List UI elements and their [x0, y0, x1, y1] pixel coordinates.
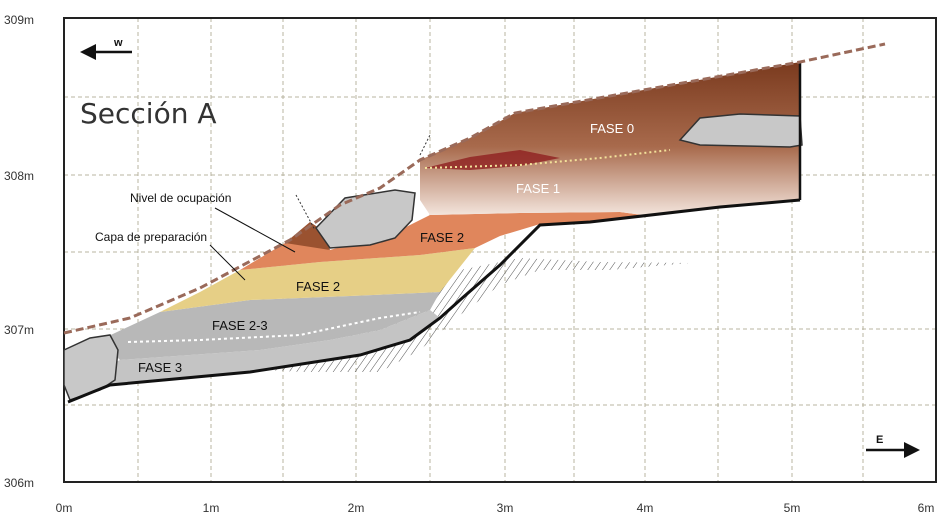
annotation-nivel-ocupacion: Nivel de ocupación — [130, 191, 231, 205]
dotted-interface-fase0 — [424, 149, 671, 169]
west-arrow: w — [80, 37, 132, 60]
label-fase2-lower: FASE 2 — [296, 279, 340, 294]
leader-nivel-ocupacion — [214, 207, 296, 253]
layer-fase2-upper — [240, 212, 650, 270]
annotation-capa-preparacion: Capa de preparación — [95, 230, 207, 244]
east-arrow: E — [866, 434, 920, 458]
label-fase23: FASE 2-3 — [212, 318, 268, 333]
leader-capa-preparacion — [209, 244, 246, 281]
grid — [64, 18, 936, 482]
section-cut-line-left — [295, 194, 316, 231]
y-tick-label: 308m — [4, 169, 34, 183]
layer-fase0-fase1 — [420, 62, 800, 216]
section-cut-line — [419, 134, 431, 156]
label-fase3: FASE 3 — [138, 360, 182, 375]
section-title: Sección A — [80, 97, 217, 130]
y-tick-label: 306m — [4, 476, 34, 490]
rock-left — [63, 334, 119, 401]
dotted-interface-fase23 — [127, 311, 421, 343]
east-label: E — [876, 434, 883, 446]
label-fase0: FASE 0 — [590, 121, 634, 136]
layer-fase3 — [70, 310, 440, 400]
x-tick-label: 4m — [637, 501, 654, 515]
layer-fase2-lower — [160, 248, 475, 312]
x-tick-label: 2m — [348, 501, 365, 515]
x-tick-label: 3m — [497, 501, 514, 515]
x-tick-label: 0m — [56, 501, 73, 515]
base-line — [67, 198, 801, 404]
label-fase1: FASE 1 — [516, 181, 560, 196]
west-label: w — [113, 37, 123, 49]
y-tick-label: 309m — [4, 13, 34, 27]
rock-right — [678, 113, 803, 148]
surface-dashed-line — [63, 42, 886, 335]
arrow-right-icon — [904, 442, 920, 458]
plot-frame — [63, 17, 937, 483]
x-tick-label: 5m — [784, 501, 801, 515]
x-tick-label: 1m — [203, 501, 220, 515]
label-fase2-upper: FASE 2 — [420, 230, 464, 245]
y-tick-label: 307m — [4, 323, 34, 337]
red-lens — [425, 150, 560, 170]
arrow-left-icon — [80, 44, 96, 60]
y-tick-labels: 309m 308m 307m 306m — [4, 13, 34, 490]
x-tick-label: 6m — [918, 501, 935, 515]
x-tick-labels: 0m 1m 2m 3m 4m 5m 6m — [56, 501, 935, 515]
layer-fase23 — [100, 292, 440, 360]
